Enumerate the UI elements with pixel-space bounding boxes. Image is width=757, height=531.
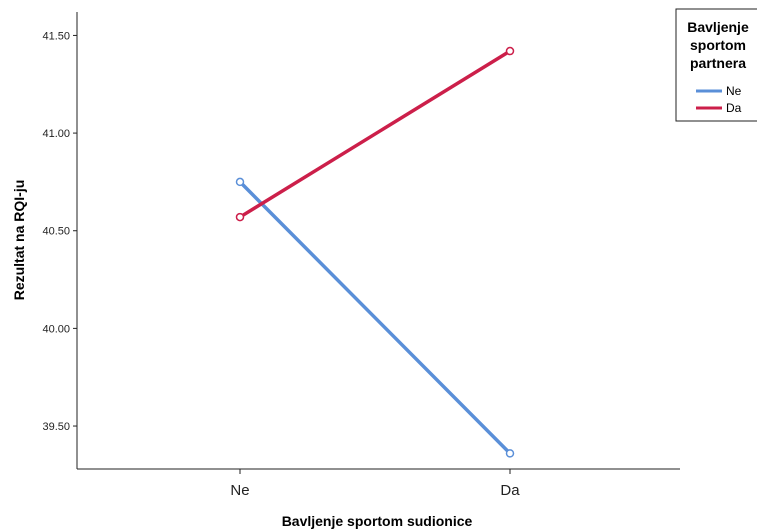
y-tick-label: 40.50: [42, 226, 70, 238]
series-layer: [235, 46, 515, 458]
legend-label-ne: Ne: [726, 84, 742, 98]
x-axis-title: Bavljenje sportom sudionice: [282, 513, 473, 529]
data-point-da-da: [505, 46, 515, 56]
data-point-ne-ne: [235, 177, 245, 187]
legend-title-line-2: sportom: [690, 37, 746, 53]
axes: [76, 12, 680, 470]
x-ticks: Ne Da: [230, 469, 520, 499]
legend-label-da: Da: [726, 101, 742, 115]
legend-title-line-3: partnera: [690, 55, 746, 71]
y-tick-label: 41.50: [42, 30, 70, 42]
y-axis-title: Rezultat na RQI-ju: [11, 180, 27, 301]
series-line-da: [238, 49, 512, 219]
x-tick-label-da: Da: [500, 482, 520, 499]
data-point-ne-da: [505, 449, 515, 458]
y-tick-label: 40.00: [42, 323, 70, 335]
legend-title-line-1: Bavljenje: [687, 19, 749, 35]
series-line-ne: [238, 180, 512, 456]
y-tick-label: 41.00: [42, 128, 70, 140]
legend-box: [675, 8, 757, 122]
y-tick-label: 39.50: [42, 421, 70, 433]
y-ticks: 39.50 40.00 40.50 41.00 41.50: [42, 30, 77, 433]
legend: Bavljenje sportom partnera Ne Da: [675, 8, 757, 122]
x-tick-label-ne: Ne: [230, 482, 249, 499]
data-point-da-ne: [235, 212, 245, 222]
